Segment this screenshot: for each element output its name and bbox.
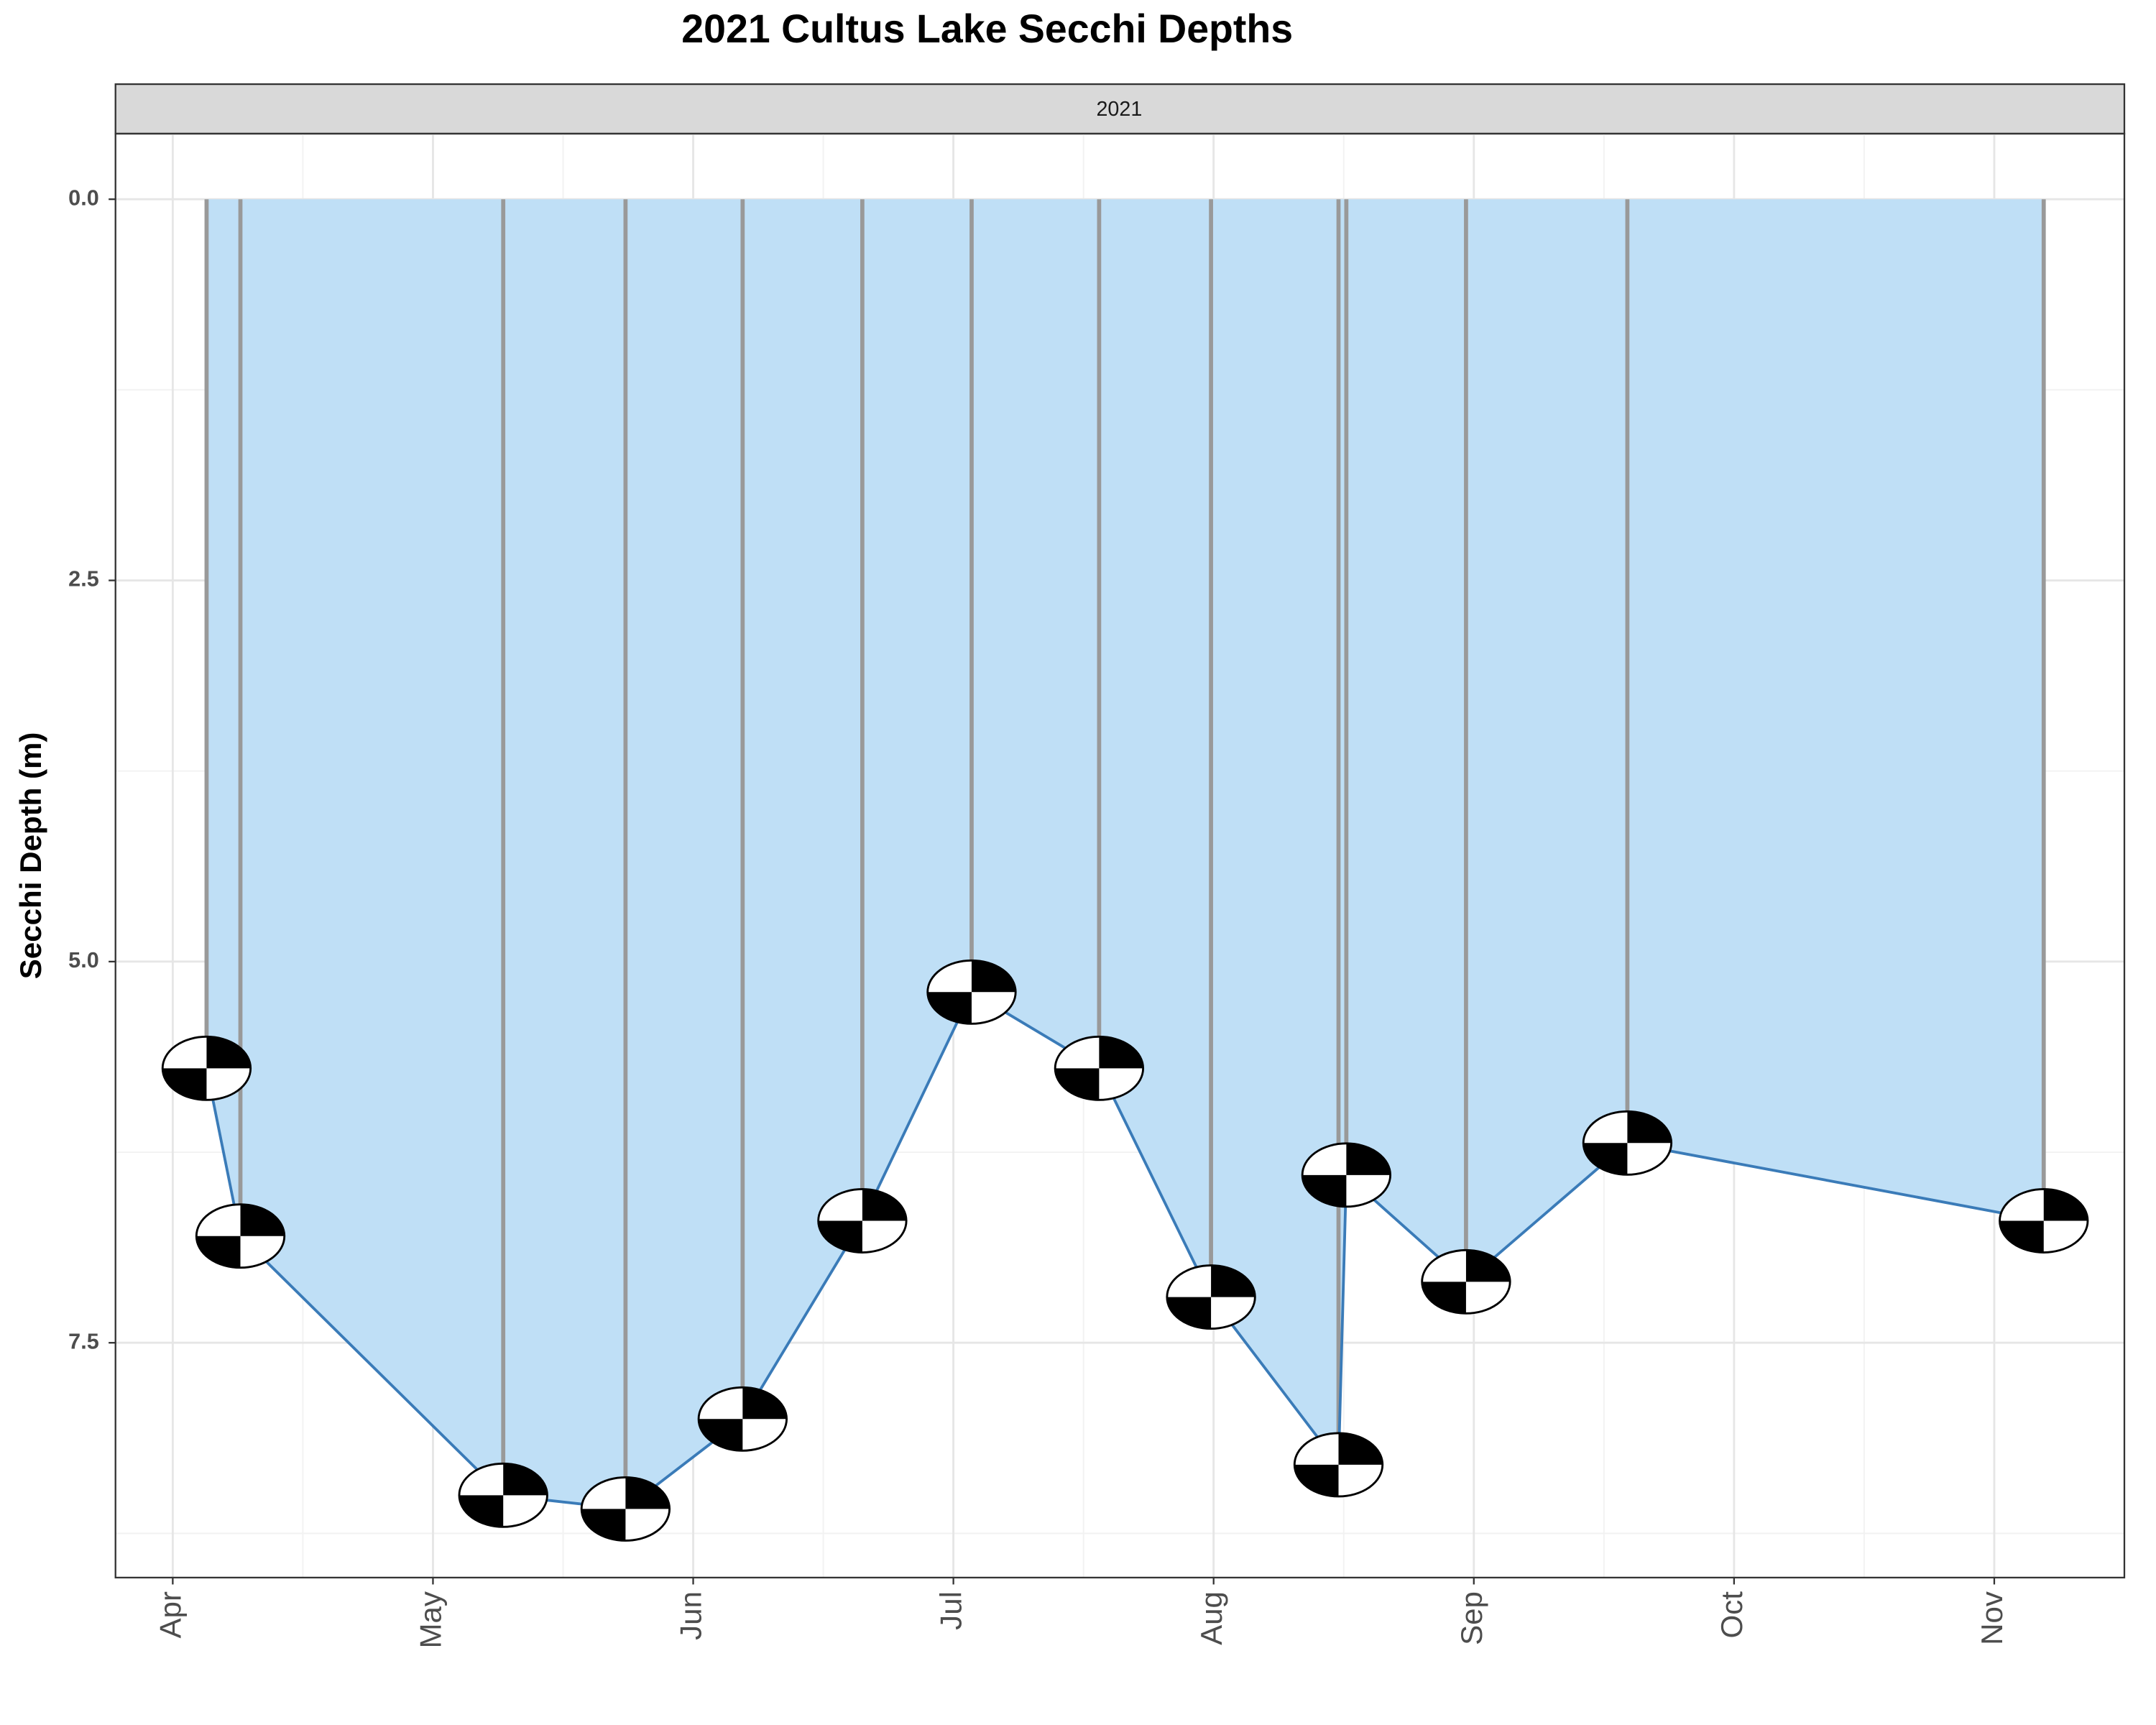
panel-label: 2021 bbox=[1096, 98, 1142, 121]
x-tick-label: Apr bbox=[153, 1591, 187, 1638]
x-tick-label: May bbox=[414, 1591, 448, 1649]
disk-quadrant bbox=[1166, 1297, 1212, 1329]
disk-quadrant bbox=[1583, 1143, 1628, 1175]
disk-quadrant bbox=[1627, 1111, 1672, 1144]
secchi-disk bbox=[1166, 1264, 1256, 1330]
disk-quadrant bbox=[927, 992, 972, 1024]
disk-quadrant bbox=[699, 1419, 743, 1451]
secchi-disk bbox=[1999, 1188, 2089, 1254]
disk-quadrant bbox=[1302, 1174, 1347, 1207]
x-tick-label: Jun bbox=[674, 1591, 708, 1640]
secchi-disk bbox=[817, 1188, 908, 1254]
chart-title: 2021 Cultus Lake Secchi Depths bbox=[681, 6, 1293, 51]
panel-strip bbox=[114, 83, 2126, 135]
disk-quadrant bbox=[818, 1220, 862, 1253]
secchi-disk bbox=[1054, 1035, 1145, 1101]
secchi-disk bbox=[1293, 1432, 1384, 1498]
y-tick-label: 7.5 bbox=[68, 1329, 99, 1353]
disk-quadrant bbox=[1294, 1464, 1339, 1496]
disk-quadrant bbox=[1346, 1143, 1391, 1175]
y-tick-label: 5.0 bbox=[68, 948, 99, 972]
secchi-disk bbox=[697, 1386, 788, 1452]
secchi-disk bbox=[580, 1476, 671, 1542]
panel-border bbox=[114, 132, 2126, 1579]
disk-quadrant bbox=[162, 1068, 207, 1100]
secchi-disk bbox=[458, 1462, 548, 1528]
disk-quadrant bbox=[1099, 1036, 1143, 1069]
disk-quadrant bbox=[2043, 1189, 2088, 1221]
disk-quadrant bbox=[971, 960, 1016, 993]
disk-quadrant bbox=[503, 1463, 548, 1496]
y-tick-label: 2.5 bbox=[68, 567, 99, 592]
secchi-disk bbox=[926, 959, 1017, 1025]
x-tick-label: Oct bbox=[1715, 1591, 1749, 1639]
secchi-disk bbox=[161, 1035, 252, 1101]
secchi-disk bbox=[1301, 1142, 1392, 1208]
disk-quadrant bbox=[581, 1509, 626, 1541]
disk-quadrant bbox=[1465, 1250, 1511, 1282]
x-tick-label: Sep bbox=[1455, 1591, 1488, 1645]
disk-quadrant bbox=[1999, 1220, 2044, 1253]
x-tick-label: Jul bbox=[934, 1591, 968, 1630]
disk-quadrant bbox=[240, 1204, 285, 1236]
disk-quadrant bbox=[1422, 1282, 1466, 1314]
disk-quadrant bbox=[196, 1236, 241, 1268]
secchi-disk bbox=[1582, 1110, 1673, 1176]
disk-quadrant bbox=[206, 1036, 251, 1069]
disk-quadrant bbox=[1211, 1265, 1256, 1297]
disk-quadrant bbox=[862, 1189, 907, 1221]
disk-quadrant bbox=[625, 1477, 670, 1509]
x-tick-label: Nov bbox=[1975, 1591, 2009, 1645]
depth-area bbox=[206, 199, 2044, 1509]
disk-quadrant bbox=[1338, 1432, 1383, 1465]
y-tick-label: 0.0 bbox=[68, 185, 99, 210]
disk-quadrant bbox=[459, 1495, 504, 1527]
disk-quadrant bbox=[742, 1387, 787, 1420]
x-tick-label: Aug bbox=[1194, 1591, 1228, 1645]
secchi-disk bbox=[1421, 1248, 1511, 1315]
y-axis-label: Secchi Depth (m) bbox=[14, 732, 47, 980]
secchi-disk bbox=[195, 1203, 286, 1269]
disk-quadrant bbox=[1055, 1068, 1100, 1100]
